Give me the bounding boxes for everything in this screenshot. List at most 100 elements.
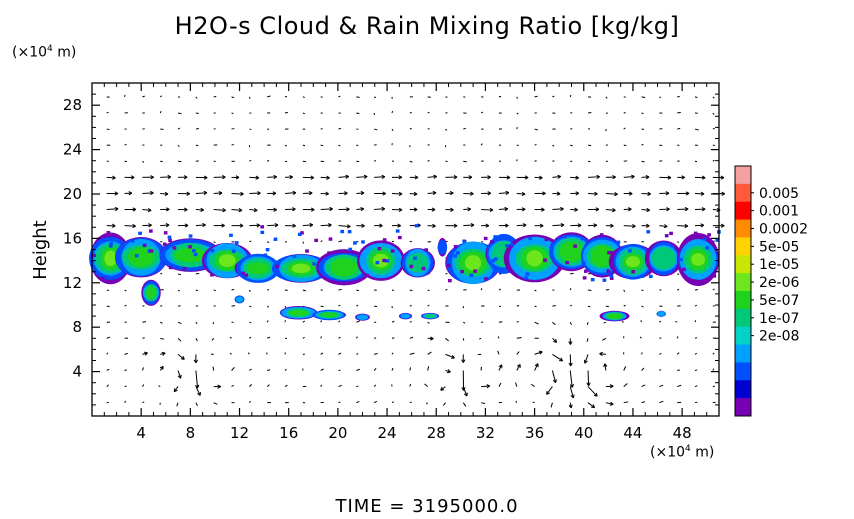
wind-arrow-head xyxy=(203,175,208,179)
wind-arrow xyxy=(195,127,199,130)
wind-arrow xyxy=(338,336,341,339)
cloud-cell xyxy=(712,274,717,278)
wind-arrow xyxy=(374,208,385,211)
cloud-cell xyxy=(385,259,390,263)
cloud-cell xyxy=(707,233,711,237)
wind-arrow xyxy=(694,401,698,404)
wind-arrow xyxy=(677,127,681,130)
wind-arrow xyxy=(659,225,668,228)
wind-arrow xyxy=(231,192,244,195)
cloud-cell xyxy=(599,233,604,237)
wind-arrow xyxy=(267,176,277,178)
wind-arrow xyxy=(229,336,232,339)
colorbar-swatch xyxy=(735,166,751,185)
cloud-cell xyxy=(142,243,147,248)
wind-arrow-head xyxy=(217,384,221,388)
wind-arrow xyxy=(302,192,313,194)
wind-arrow xyxy=(515,382,518,387)
wind-arrow xyxy=(659,96,662,99)
wind-arrow xyxy=(338,225,351,228)
wind-arrow-head xyxy=(440,389,445,391)
colorbar-swatch xyxy=(735,273,751,292)
wind-arrow-head xyxy=(222,208,226,211)
cloud-cell xyxy=(147,249,152,253)
wind-arrow xyxy=(498,192,509,194)
wind-arrow xyxy=(677,111,681,114)
wind-arrow xyxy=(356,352,359,355)
wind-arrow xyxy=(516,305,520,307)
wind-arrow xyxy=(516,364,521,371)
cloud-cell xyxy=(229,233,233,237)
wind-arrow-head xyxy=(560,222,565,226)
wind-arrow xyxy=(320,176,330,179)
wind-arrow-head xyxy=(430,336,434,340)
wind-arrow-head xyxy=(570,362,573,367)
wind-arrow xyxy=(356,192,365,194)
wind-arrow-head xyxy=(609,384,614,387)
wind-arrow-head xyxy=(347,224,351,227)
wind-arrow xyxy=(712,368,715,371)
wind-arrow xyxy=(142,224,152,227)
cloud-cell xyxy=(504,244,509,248)
wind-arrow xyxy=(532,401,535,404)
wind-arrow-head xyxy=(560,206,564,210)
wind-arrow xyxy=(391,367,394,371)
colorbar-label: 0.001 xyxy=(759,204,799,220)
wind-arrow-head xyxy=(631,174,635,177)
wind-arrow-head xyxy=(489,207,494,211)
wind-arrow xyxy=(712,352,715,355)
wind-arrow xyxy=(106,336,111,339)
wind-arrow xyxy=(373,400,378,404)
y-tick-label: 16 xyxy=(63,229,82,247)
wind-arrow xyxy=(302,224,313,227)
cloud-cell xyxy=(590,278,595,282)
wind-arrow xyxy=(639,336,642,339)
wind-arrow xyxy=(266,352,268,355)
wind-arrow-head xyxy=(398,191,403,195)
wind-arrow xyxy=(391,192,403,195)
wind-arrow xyxy=(356,400,360,404)
wind-arrow xyxy=(231,288,235,291)
wind-arrow-head xyxy=(112,175,116,179)
colorbar-label: 0.005 xyxy=(759,186,799,202)
wind-arrow xyxy=(142,209,152,211)
wind-arrow xyxy=(124,352,128,355)
wind-arrow xyxy=(694,304,698,307)
wind-arrow xyxy=(677,208,689,211)
cloud-cell xyxy=(580,237,585,241)
cloud-blob xyxy=(356,314,369,320)
wind-arrow xyxy=(158,385,161,388)
wind-arrow xyxy=(481,402,486,405)
wind-arrow xyxy=(284,384,288,388)
wind-arrow xyxy=(124,304,127,307)
wind-arrow xyxy=(498,382,502,387)
wind-arrow xyxy=(338,144,341,147)
wind-arrow xyxy=(141,367,145,371)
cloud-blob xyxy=(400,313,411,319)
cloud-blob xyxy=(288,310,309,316)
y-axis-label: Height xyxy=(30,220,51,280)
wind-arrow-head xyxy=(257,191,261,194)
cloud-cell xyxy=(168,265,173,270)
cloud-layer xyxy=(89,224,721,322)
wind-arrow xyxy=(623,366,627,371)
wind-arrow-head xyxy=(398,175,403,178)
wind-arrow xyxy=(338,127,342,130)
wind-arrow xyxy=(677,384,682,388)
wind-arrow xyxy=(195,289,199,292)
wind-arrow xyxy=(195,370,199,389)
wind-arrow xyxy=(356,368,361,371)
wind-arrow xyxy=(569,354,572,367)
cloud-cell xyxy=(292,254,297,258)
cloud-cell xyxy=(192,249,196,253)
wind-arrow xyxy=(552,176,561,178)
wind-arrow-head xyxy=(700,191,705,195)
wind-arrow xyxy=(231,96,235,99)
wind-arrow-head xyxy=(684,223,689,227)
wind-arrow-head xyxy=(329,206,333,210)
wind-arrow xyxy=(195,386,201,396)
wind-arrow-head xyxy=(504,206,509,210)
wind-arrow xyxy=(516,96,518,99)
cloud-cell xyxy=(693,231,698,235)
wind-arrow xyxy=(676,352,680,355)
